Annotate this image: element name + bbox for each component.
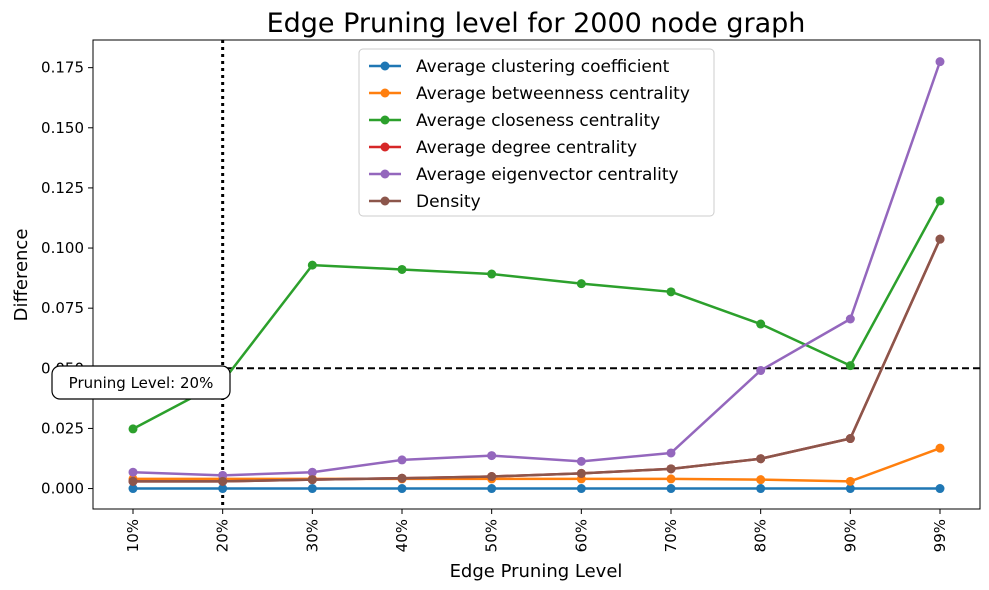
- reference-lines: [93, 40, 980, 509]
- data-point: [576, 468, 586, 478]
- y-tick-label: 0.150: [41, 119, 84, 137]
- legend-item-0: Average clustering coefficient: [369, 57, 670, 77]
- data-point: [307, 484, 317, 494]
- data-point: [128, 484, 138, 494]
- x-tick-label: 10%: [124, 519, 142, 552]
- annotation: Pruning Level: 20%: [51, 365, 231, 400]
- data-point: [307, 260, 317, 270]
- series-5: [128, 234, 945, 486]
- legend-label: Average degree centrality: [416, 138, 637, 158]
- x-tick-label: 60%: [572, 519, 590, 552]
- data-point: [845, 434, 855, 444]
- legend-label: Density: [416, 192, 481, 212]
- series-4: [128, 57, 945, 480]
- legend-swatch-marker: [380, 115, 390, 125]
- y-axis-label: Difference: [11, 229, 32, 322]
- legend-item-2: Average closeness centrality: [369, 111, 660, 131]
- legend-swatch-marker: [380, 169, 390, 179]
- data-point: [576, 456, 586, 466]
- data-point: [397, 455, 407, 465]
- legend-swatch-marker: [380, 88, 390, 98]
- x-tick-label: 20%: [214, 519, 232, 552]
- data-point: [576, 484, 586, 494]
- data-point: [487, 472, 497, 482]
- data-point: [756, 319, 766, 329]
- legend-swatch-marker: [380, 61, 390, 71]
- data-point: [666, 464, 676, 474]
- data-point: [487, 451, 497, 461]
- data-point: [307, 467, 317, 477]
- legend-label: Average betweenness centrality: [416, 84, 690, 104]
- y-tick-label: 0.075: [41, 299, 84, 317]
- data-point: [666, 484, 676, 494]
- chart-title: Edge Pruning level for 2000 node graph: [267, 8, 806, 39]
- data-point: [487, 484, 497, 494]
- y-tick-label: 0.025: [41, 419, 84, 437]
- x-tick-label: 90%: [841, 519, 859, 552]
- data-point: [756, 454, 766, 464]
- y-tick-label: 0.100: [41, 239, 84, 257]
- y-tick-label: 0.175: [41, 59, 84, 77]
- data-point: [845, 361, 855, 371]
- x-tick-label: 70%: [662, 519, 680, 552]
- legend-swatch-marker: [380, 142, 390, 152]
- x-tick-label: 80%: [752, 519, 770, 552]
- x-tick-label: 40%: [393, 519, 411, 552]
- axes-frame: [92, 39, 981, 510]
- data-point: [935, 443, 945, 453]
- x-tick-label: 30%: [303, 519, 321, 552]
- data-point: [935, 57, 945, 67]
- y-tick-label: 0.125: [41, 179, 84, 197]
- data-point: [756, 365, 766, 375]
- data-point: [218, 484, 228, 494]
- legend-label: Average clustering coefficient: [416, 57, 670, 77]
- x-tick-label: 99%: [931, 519, 949, 552]
- data-point: [845, 476, 855, 486]
- data-point: [576, 279, 586, 289]
- y-tick-label: 0.000: [41, 480, 84, 498]
- data-point: [935, 234, 945, 244]
- x-axis-label: Edge Pruning Level: [450, 561, 623, 582]
- legend-box: [358, 48, 715, 217]
- legend-item-1: Average betweenness centrality: [369, 84, 690, 104]
- data-point: [128, 476, 138, 486]
- legend-swatch-marker: [380, 196, 390, 206]
- series-0: [128, 484, 945, 494]
- data-point: [666, 474, 676, 484]
- legend-item-5: Density: [369, 192, 481, 212]
- data-point: [128, 424, 138, 434]
- data-point: [397, 264, 407, 274]
- series-line: [133, 238, 942, 483]
- annotation-text: Pruning Level: 20%: [69, 374, 214, 392]
- data-point: [845, 484, 855, 494]
- annotation-box: [51, 365, 231, 400]
- legend-item-4: Average eigenvector centrality: [369, 165, 679, 185]
- data-point: [935, 484, 945, 494]
- series-layer: [128, 57, 945, 494]
- data-point: [666, 287, 676, 297]
- legend-label: Average eigenvector centrality: [416, 165, 679, 185]
- data-point: [307, 475, 317, 485]
- data-point: [756, 475, 766, 485]
- x-tick-label: 50%: [483, 519, 501, 552]
- data-point: [756, 484, 766, 494]
- legend-item-3: Average degree centrality: [369, 138, 637, 158]
- data-point: [128, 467, 138, 477]
- series-line: [133, 446, 941, 483]
- data-point: [487, 269, 497, 279]
- data-point: [218, 476, 228, 486]
- series-line: [132, 61, 942, 477]
- data-point: [397, 484, 407, 494]
- legend: Average clustering coefficient Average be…: [358, 48, 715, 217]
- data-point: [845, 314, 855, 324]
- legend-label: Average closeness centrality: [416, 111, 660, 131]
- data-point: [666, 448, 676, 458]
- data-point: [397, 473, 407, 483]
- data-point: [935, 196, 945, 206]
